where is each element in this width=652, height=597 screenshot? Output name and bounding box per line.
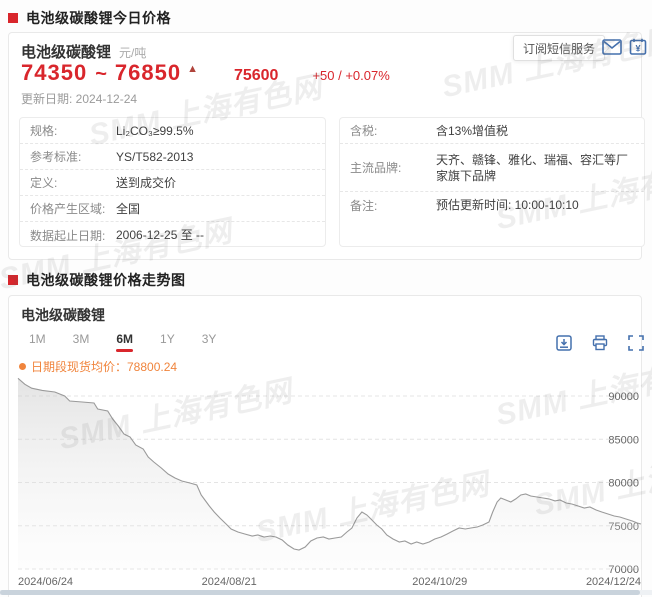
chart-toolbar bbox=[553, 332, 647, 354]
row-value: 天齐、赣锋、雅化、瑞福、容汇等厂家旗下品牌 bbox=[436, 152, 629, 183]
row-label: 规格: bbox=[30, 124, 58, 138]
chart-section-title: 电池级碳酸锂价格走势图 bbox=[26, 272, 186, 288]
table-row: 含税: 含13%增值税 bbox=[340, 118, 644, 144]
x-tick-label: 2024/10/29 bbox=[412, 576, 468, 588]
mail-subscribe-icon[interactable] bbox=[601, 36, 623, 58]
row-value: 送到成交价 bbox=[116, 175, 177, 190]
legend-label: 日期段现货均价：78800.24 bbox=[31, 360, 178, 374]
price-separator: ~ bbox=[95, 63, 107, 85]
update-date: 更新日期: 2024-12-24 bbox=[21, 92, 138, 106]
price-subscribe-icon[interactable]: ¥ bbox=[627, 36, 649, 58]
row-label: 定义: bbox=[30, 176, 58, 190]
page-title: 电池级碳酸锂今日价格 bbox=[26, 10, 171, 26]
section-marker bbox=[8, 275, 18, 285]
price-high: 76850 bbox=[114, 60, 182, 85]
price-average: 75600 bbox=[233, 67, 279, 84]
subscribe-sms-button[interactable]: 订阅短信服务 bbox=[513, 35, 606, 61]
x-tick-label: 2024/12/24 bbox=[585, 576, 641, 588]
range-tabs: 1M 3M 6M 1Y 3Y bbox=[29, 332, 216, 352]
svg-text:¥: ¥ bbox=[635, 43, 640, 53]
svg-text:90000: 90000 bbox=[608, 391, 639, 403]
scrollbar-thumb[interactable] bbox=[0, 590, 640, 595]
chart-legend: 日期段现货均价：78800.24 bbox=[19, 358, 177, 375]
table-row: 数据起止日期: 2006-12-25 至 -- bbox=[20, 222, 325, 248]
price-up-arrow-icon: ▲ bbox=[187, 63, 198, 75]
price-low: 74350 bbox=[21, 60, 88, 85]
legend-marker-icon bbox=[19, 363, 26, 370]
chart-canvas[interactable]: 9000085000800007500070000 bbox=[17, 375, 642, 576]
tab-3m[interactable]: 3M bbox=[72, 332, 90, 346]
row-value: YS/T582-2013 bbox=[116, 149, 194, 164]
svg-text:80000: 80000 bbox=[608, 478, 639, 490]
tab-1m[interactable]: 1M bbox=[29, 332, 46, 346]
section-title-today-price: 电池级碳酸锂今日价格 bbox=[8, 8, 171, 28]
print-icon[interactable] bbox=[589, 332, 611, 354]
row-label: 含税: bbox=[350, 124, 378, 138]
tab-6m[interactable]: 6M bbox=[116, 332, 133, 352]
row-value: 预估更新时间: 10:00-10:10 bbox=[436, 198, 579, 212]
row-value: 2006-12-25 至 -- bbox=[116, 228, 205, 242]
table-row: 规格: Li₂CO₃≥99.5% bbox=[20, 118, 325, 144]
row-label: 备注: bbox=[350, 198, 378, 213]
row-value: 含13%增值税 bbox=[436, 123, 509, 138]
row-label: 主流品牌: bbox=[350, 161, 402, 175]
fullscreen-icon[interactable] bbox=[625, 332, 647, 354]
price-unit: 元/吨 bbox=[119, 46, 147, 60]
table-row: 主流品牌: 天齐、赣锋、雅化、瑞福、容汇等厂家旗下品牌 bbox=[340, 144, 644, 192]
tab-3y[interactable]: 3Y bbox=[201, 332, 217, 346]
table-row: 定义: 送到成交价 bbox=[20, 170, 325, 196]
row-value: Li₂CO₃≥99.5% bbox=[116, 123, 194, 138]
svg-text:85000: 85000 bbox=[608, 434, 639, 446]
row-label: 价格产生区域: bbox=[30, 202, 106, 216]
table-row: 备注: 预估更新时间: 10:00-10:10 bbox=[340, 192, 644, 218]
chart-product-title: 电池级碳酸锂 bbox=[21, 307, 105, 323]
horizontal-scrollbar[interactable] bbox=[0, 590, 652, 595]
price-change: +50 / +0.07% bbox=[312, 68, 390, 83]
product-row: 电池级碳酸锂 元/吨 bbox=[21, 41, 146, 62]
today-price-card: 电池级碳酸锂 元/吨 74350 ~ 76850 ▲ 75600 +50 / +… bbox=[8, 32, 647, 260]
row-label: 数据起止日期: bbox=[30, 228, 106, 243]
spec-table: 规格: Li₂CO₃≥99.5% 参考标准: YS/T582-2013 定义: … bbox=[19, 117, 326, 247]
row-label: 参考标准: bbox=[30, 150, 82, 164]
product-name: 电池级碳酸锂 bbox=[21, 44, 112, 61]
save-image-icon[interactable] bbox=[553, 332, 575, 354]
info-table: 含税: 含13%增值税 主流品牌: 天齐、赣锋、雅化、瑞福、容汇等厂家旗下品牌 … bbox=[339, 117, 645, 247]
row-value: 全国 bbox=[116, 201, 141, 216]
x-tick-label: 2024/06/24 bbox=[18, 576, 74, 588]
section-title-trend-chart: 电池级碳酸锂价格走势图 bbox=[8, 270, 186, 290]
price-trend-chart[interactable]: 9000085000800007500070000 bbox=[17, 375, 642, 576]
table-row: 参考标准: YS/T582-2013 bbox=[20, 144, 325, 170]
section-marker bbox=[8, 13, 18, 23]
x-tick-label: 2024/08/21 bbox=[201, 576, 257, 588]
price-row: 74350 ~ 76850 ▲ 75600 +50 / +0.07% bbox=[21, 60, 390, 86]
x-axis-labels: 2024/06/24 2024/08/21 2024/10/29 2024/12/24 bbox=[18, 576, 641, 590]
table-row: 价格产生区域: 全国 bbox=[20, 196, 325, 222]
tab-1y[interactable]: 1Y bbox=[160, 332, 175, 346]
